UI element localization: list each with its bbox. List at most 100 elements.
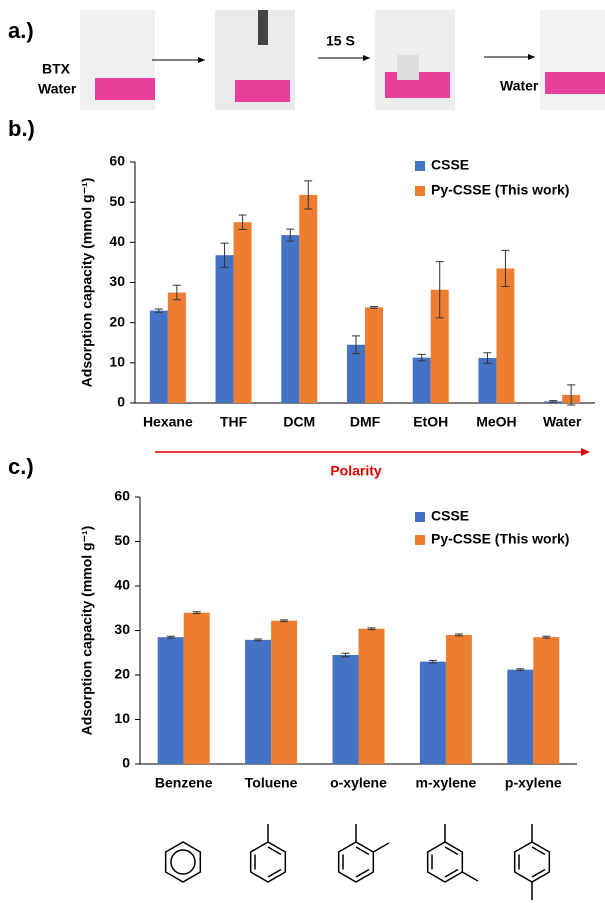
- legend-label: Py-CSSE (This work): [431, 182, 569, 198]
- methyl: [372, 842, 390, 853]
- bar: [215, 255, 234, 403]
- photo-label: Water: [38, 81, 77, 97]
- ring: [513, 841, 551, 883]
- panel-label: b.): [8, 116, 35, 141]
- error-bar: [435, 261, 444, 319]
- photo: [540, 10, 605, 110]
- methyl: [461, 871, 479, 882]
- bar: [332, 654, 359, 764]
- error-bar: [567, 384, 576, 406]
- sponge: [397, 55, 419, 80]
- double-bond: [355, 868, 370, 878]
- y-tick-label: 40: [109, 233, 125, 249]
- double-bond: [267, 868, 282, 878]
- legend-label: Py-CSSE (This work): [431, 531, 569, 547]
- error-bar: [304, 180, 313, 210]
- bar: [496, 268, 515, 403]
- x-tick-label: p-xylene: [505, 775, 562, 791]
- error-bar: [417, 353, 426, 362]
- error-bar: [172, 284, 181, 301]
- photo-label: Water: [500, 78, 539, 94]
- double-bond: [355, 846, 370, 856]
- error-bar: [154, 308, 163, 313]
- x-tick-label: Benzene: [155, 775, 213, 791]
- legend-swatch: [415, 186, 425, 196]
- panel-label: a.): [8, 18, 34, 43]
- double-bond: [531, 868, 546, 878]
- bar: [347, 344, 365, 403]
- y-tick-label: 0: [117, 394, 125, 410]
- x-tick-label: Toluene: [245, 775, 298, 791]
- x-tick-label: o-xylene: [330, 775, 387, 791]
- annotation: Polarity: [330, 463, 382, 479]
- y-tick-label: 20: [109, 313, 125, 329]
- ring: [337, 841, 375, 883]
- error-bar: [352, 335, 360, 355]
- double-bond: [267, 846, 282, 856]
- bar: [157, 637, 184, 764]
- x-tick-label: m-xylene: [416, 775, 477, 791]
- legend-swatch: [415, 535, 425, 545]
- error-bar: [192, 611, 201, 615]
- bar: [149, 310, 168, 403]
- bar: [358, 628, 385, 764]
- y-tick-label: 60: [109, 153, 125, 169]
- bar: [445, 634, 472, 764]
- liquid: [545, 72, 605, 94]
- liquid: [235, 80, 290, 102]
- y-tick-label: 20: [114, 666, 130, 682]
- error-bar: [254, 638, 263, 642]
- bar: [183, 612, 210, 764]
- polarity-arrowhead: [581, 448, 590, 456]
- y-tick-label: 10: [109, 354, 125, 370]
- bar: [167, 292, 186, 403]
- bar: [299, 194, 318, 403]
- double-bond: [444, 846, 459, 856]
- error-bar: [454, 633, 463, 637]
- tweezer: [258, 10, 268, 45]
- error-bar: [220, 242, 229, 268]
- bar: [507, 669, 534, 764]
- x-tick-label: EtOH: [413, 414, 448, 430]
- y-tick-label: 0: [122, 755, 130, 771]
- bar: [478, 358, 497, 403]
- ring: [249, 841, 287, 883]
- x-tick-label: DCM: [283, 414, 315, 430]
- error-bar: [483, 352, 492, 364]
- x-tick-label: Hexane: [143, 414, 193, 430]
- liquid: [95, 78, 155, 100]
- x-tick-label: Water: [543, 414, 582, 430]
- arrow-label: 15 S: [326, 33, 355, 49]
- error-bar: [516, 668, 525, 672]
- y-axis-label: Adsorption capacity (mmol g⁻¹): [79, 178, 95, 388]
- bar: [430, 289, 449, 403]
- bar: [412, 357, 431, 403]
- arrowhead: [363, 55, 370, 61]
- error-bar: [549, 400, 558, 403]
- error-bar: [367, 627, 376, 631]
- y-tick-label: 30: [109, 273, 125, 289]
- bar: [281, 235, 300, 403]
- ring: [164, 841, 202, 883]
- x-tick-label: DMF: [350, 414, 381, 430]
- y-tick-label: 40: [114, 577, 130, 593]
- y-axis-label: Adsorption capacity (mmol g⁻¹): [79, 526, 95, 736]
- error-bar: [542, 635, 551, 639]
- panel-label: c.): [8, 454, 34, 479]
- x-tick-label: THF: [220, 414, 248, 430]
- y-tick-label: 30: [114, 621, 130, 637]
- bar: [233, 222, 252, 403]
- y-tick-label: 50: [109, 193, 125, 209]
- bar: [419, 661, 446, 764]
- error-bar: [166, 635, 175, 639]
- error-bar: [286, 228, 295, 242]
- error-bar: [280, 619, 289, 623]
- bar: [533, 637, 560, 764]
- legend-swatch: [415, 512, 425, 522]
- photo-label: BTX: [42, 61, 71, 77]
- x-tick-label: MeOH: [476, 414, 516, 430]
- y-tick-label: 60: [114, 488, 130, 504]
- legend-label: CSSE: [431, 157, 469, 173]
- y-tick-label: 10: [114, 710, 130, 726]
